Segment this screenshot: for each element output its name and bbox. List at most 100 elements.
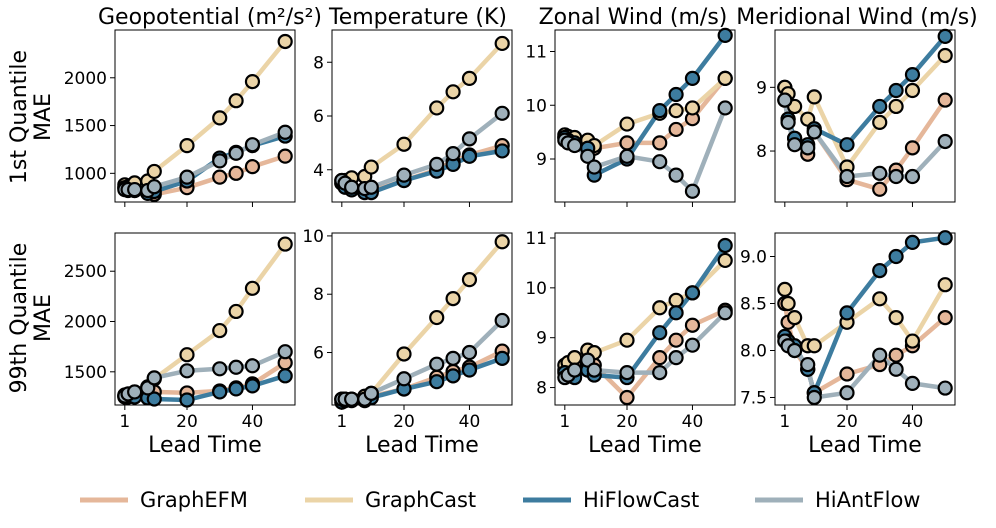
data-point-hiantflow-r1c1 (429, 356, 445, 372)
data-point-hiantflow-r0c3 (806, 124, 822, 140)
legend-item-graphefm[interactable]: GraphEFM (80, 488, 248, 512)
data-point-graphcast-r1c3 (787, 309, 803, 326)
data-point-graphcast-r0c1 (429, 100, 445, 116)
data-point-hiflowcast-r0c3 (904, 66, 921, 83)
data-point-hiflowcast-r1c2 (652, 325, 668, 341)
data-point-hiantflow-r1c2 (652, 364, 668, 381)
data-point-hiflowcast-r1c3 (904, 234, 921, 250)
data-point-hiantflow-r1c0 (146, 370, 162, 386)
data-point-graphcast-r0c0 (244, 73, 261, 90)
data-point-hiantflow-r0c3 (904, 168, 921, 185)
data-point-graphcast-r0c0 (277, 33, 293, 50)
x-axis-label-r1c0: Lead Time (148, 433, 262, 458)
row-label-1st-quantile-line2: MAE (31, 93, 56, 141)
data-point-hiflowcast-r0c2 (652, 103, 668, 119)
data-point-hiflowcast-r0c3 (839, 137, 855, 153)
x-axis-label-r1c2: Lead Time (588, 433, 702, 458)
data-point-hiflowcast-r1c3 (937, 230, 953, 246)
column-title-temperature: Temperature (K) (328, 5, 507, 30)
data-point-graphcast-r1c1 (445, 290, 461, 307)
data-point-hiflowcast-r1c2 (668, 305, 684, 321)
legend: GraphEFM GraphCast HiFlowCast HiAntFlow (80, 488, 920, 512)
legend-label-graphcast: GraphCast (365, 488, 476, 512)
data-point-graphcast-r1c2 (652, 300, 668, 316)
data-point-graphefm-r0c3 (872, 181, 888, 197)
data-point-hiantflow-r0c3 (872, 165, 888, 181)
x-axis-label-r1c1: Lead Time (365, 433, 479, 458)
data-point-hiantflow-r0c3 (839, 168, 855, 185)
x-tick-label-r1c0: 1 (119, 412, 130, 432)
data-point-hiantflow-r0c3 (777, 92, 793, 108)
y-tick-label-r0c1: 4 (313, 161, 324, 181)
data-point-graphcast-r1c3 (872, 291, 888, 307)
y-tick-label-r1c2: 11 (525, 229, 547, 249)
data-point-hiantflow-r0c2 (668, 167, 684, 183)
legend-item-hiflowcast[interactable]: HiFlowCast (523, 488, 699, 512)
data-point-graphefm-r1c2 (652, 350, 668, 366)
data-point-graphcast-r0c3 (937, 47, 953, 64)
data-point-hiantflow-r1c0 (277, 344, 293, 360)
data-point-hiflowcast-r1c3 (872, 262, 888, 279)
y-tick-label-r0c1: 8 (313, 53, 324, 73)
data-point-hiflowcast-r1c1 (445, 368, 461, 384)
data-point-hiantflow-r1c3 (806, 389, 822, 406)
data-point-hiflowcast-r0c3 (872, 98, 888, 115)
legend-item-graphcast[interactable]: GraphCast (305, 488, 476, 512)
x-tick-label-r1c2: 20 (616, 412, 638, 432)
data-point-hiantflow-r0c0 (146, 179, 162, 195)
data-point-hiantflow-r1c3 (937, 380, 953, 396)
data-point-graphcast-r0c0 (228, 93, 244, 109)
data-point-graphcast-r1c0 (179, 347, 195, 363)
data-point-hiantflow-r0c1 (429, 156, 445, 172)
column-title-geopotential: Geopotential (m²/s²) (98, 5, 322, 30)
y-tick-label-r1c0: 1500 (64, 363, 107, 383)
data-point-hiantflow-r0c3 (780, 114, 796, 130)
x-tick-label-r1c2: 1 (559, 412, 570, 432)
y-tick-label-r1c2: 8 (536, 379, 547, 399)
data-point-graphcast-r1c2 (619, 332, 635, 348)
data-point-hiflowcast-r0c3 (888, 82, 904, 99)
data-point-hiantflow-r1c1 (363, 385, 379, 401)
y-tick-label-r1c0: 2000 (64, 313, 107, 333)
subplot-frame-r1c1 (331, 232, 513, 406)
data-point-hiantflow-r1c0 (228, 359, 244, 375)
y-tick-label-r0c0: 2000 (64, 69, 107, 89)
series-markers-r0c1 (334, 35, 510, 201)
data-point-hiflowcast-r1c0 (212, 384, 228, 400)
data-point-graphcast-r1c3 (904, 333, 921, 349)
x-tick-label-r1c3: 20 (836, 412, 858, 432)
data-point-hiantflow-r0c3 (787, 137, 803, 153)
data-point-hiantflow-r0c2 (586, 159, 602, 175)
subplot-r0c0: 1000 1500 2000 (64, 29, 296, 207)
data-point-graphefm-r1c3 (839, 366, 855, 382)
data-point-hiantflow-r1c2 (717, 305, 733, 321)
data-point-hiantflow-r1c2 (567, 362, 583, 378)
series-line-graphcast-r1c3 (782, 282, 948, 349)
series-markers-r0c2 (557, 27, 733, 199)
y-tick-label-r0c2: 10 (525, 96, 547, 116)
data-point-graphcast-r0c1 (363, 159, 379, 175)
row-label-99th-quantile-line1: 99th Quantile (7, 243, 32, 394)
x-tick-label-r1c3: 40 (902, 412, 924, 432)
data-point-hiantflow-r0c2 (567, 137, 583, 154)
data-point-hiflowcast-r1c2 (684, 285, 701, 301)
data-point-hiantflow-r1c0 (212, 361, 228, 377)
data-point-hiantflow-r0c3 (937, 133, 953, 150)
data-point-hiantflow-r0c2 (580, 148, 596, 164)
data-point-hiantflow-r0c1 (363, 179, 379, 195)
data-point-hiflowcast-r1c3 (839, 305, 855, 321)
data-point-graphcast-r1c1 (429, 309, 445, 326)
data-point-hiantflow-r1c0 (179, 363, 195, 379)
series-markers-r0c0 (117, 33, 293, 202)
data-point-graphcast-r0c1 (494, 35, 510, 52)
x-tick-label-r1c0: 40 (242, 412, 264, 432)
legend-item-hiantflow[interactable]: HiAntFlow (755, 488, 920, 512)
data-point-hiantflow-r1c2 (619, 364, 635, 381)
data-point-hiantflow-r0c3 (800, 140, 816, 156)
column-title-zonal-wind: Zonal Wind (m/s) (539, 5, 728, 30)
data-point-graphefm-r1c2 (619, 389, 635, 406)
data-point-graphcast-r1c1 (494, 234, 510, 250)
data-point-hiflowcast-r1c0 (244, 378, 261, 394)
series-markers-r1c3 (777, 230, 953, 406)
